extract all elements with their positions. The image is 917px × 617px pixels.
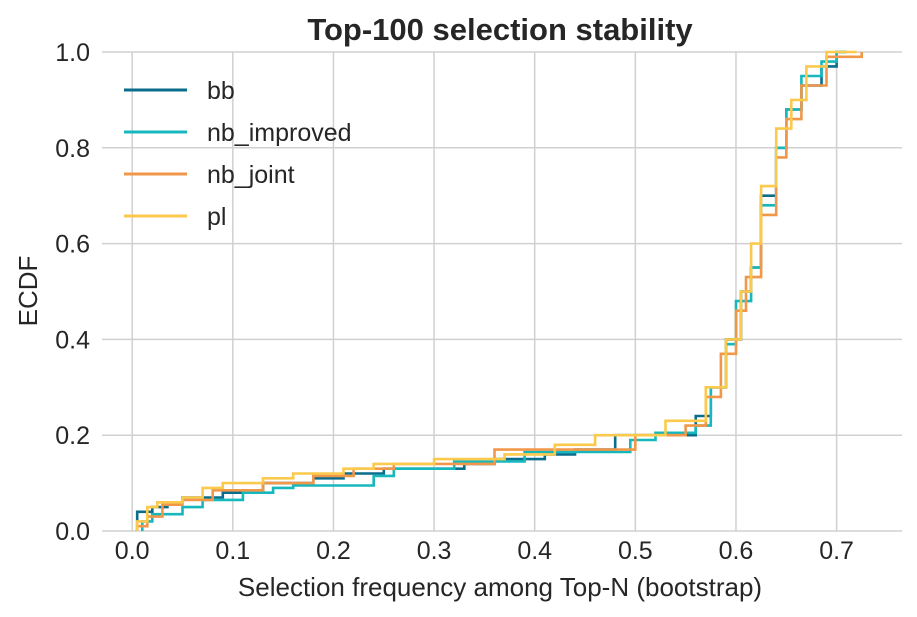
y-tick-label: 0.4 [55,326,90,354]
legend-label-pl: pl [207,203,226,231]
y-tick-label: 0.8 [55,135,90,163]
chart-title: Top-100 selection stability [307,12,693,47]
x-tick-label: 0.4 [517,537,552,565]
grid-lines [102,51,902,532]
y-axis-label: ECDF [13,256,43,327]
x-axis-label: Selection frequency among Top-N (bootstr… [238,572,762,602]
x-tick-label: 0.3 [417,537,452,565]
plot-area [135,50,863,531]
x-axis-ticks: 0.0 0.1 0.2 0.3 0.4 0.5 0.6 0.7 [115,537,854,565]
legend-label-nb_improved: nb_improved [207,119,352,147]
x-tick-label: 0.2 [316,537,351,565]
y-tick-label: 0.0 [55,518,90,546]
series-line-pl [135,50,857,531]
legend-label-bb: bb [207,77,235,105]
x-tick-label: 0.6 [719,537,754,565]
legend-label-nb_joint: nb_joint [207,161,295,189]
x-tick-label: 0.5 [618,537,653,565]
x-tick-label: 0.0 [115,537,150,565]
y-axis-ticks: 0.0 0.2 0.4 0.6 0.8 1.0 [55,39,90,546]
y-tick-label: 1.0 [55,39,90,67]
y-tick-label: 0.6 [55,231,90,259]
x-tick-label: 0.7 [819,537,854,565]
x-tick-label: 0.1 [215,537,250,565]
y-tick-label: 0.2 [55,422,90,450]
